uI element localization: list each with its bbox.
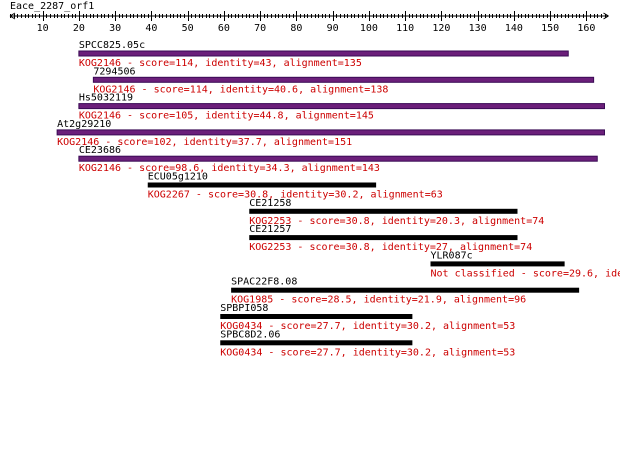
hit-detail-link[interactable]: KOG2146 - score=105, identity=44.8, alig…	[79, 111, 374, 122]
hit-name[interactable]: 7294506	[93, 66, 135, 77]
hit-name[interactable]: SPCC825.05c	[79, 40, 145, 51]
hit-name[interactable]: CE23686	[79, 145, 121, 156]
hit-detail-link[interactable]: KOG2253 - score=30.8, identity=20.3, ali…	[249, 216, 544, 227]
hit-list: SPCC825.05c KOG2146 - score=114, identity…	[56, 40, 620, 358]
hit-row[interactable]: YLR087c Not classified - score=29.6, iden…	[430, 250, 620, 279]
hit-detail-link[interactable]: KOG2146 - score=98.6, identity=34.3, ali…	[79, 163, 380, 174]
hit-name[interactable]: At2g29210	[57, 119, 111, 130]
alignment-bar[interactable]	[56, 129, 605, 136]
alignment-bar[interactable]	[78, 103, 605, 110]
ruler-tick-label: 130	[469, 23, 487, 34]
hit-row[interactable]: ECU05g1210 KOG2267 - score=30.8, identity…	[147, 172, 443, 201]
ruler-tick-label: 60	[218, 23, 230, 34]
hit-row[interactable]: Hs5032119 KOG2146 - score=105, identity=4…	[78, 93, 605, 122]
hit-detail-link[interactable]: Not classified - score=29.6, identity=34…	[431, 268, 620, 279]
hit-name[interactable]: SPBPI058	[220, 303, 268, 314]
hit-detail-link[interactable]: KOG2146 - score=102, identity=37.7, alig…	[57, 137, 352, 148]
hit-name[interactable]: CE21258	[249, 198, 291, 209]
hit-name[interactable]: YLR087c	[431, 250, 473, 261]
ruler-tick-label: 110	[396, 23, 414, 34]
ruler-tick-label: 150	[541, 23, 559, 34]
ruler-tick-label: 40	[145, 23, 157, 34]
hit-row[interactable]: SPBPI058 KOG0434 - score=27.7, identity=3…	[220, 303, 515, 332]
alignment-bar[interactable]	[92, 76, 595, 83]
alignment-bar[interactable]	[147, 182, 377, 188]
alignment-bar[interactable]	[249, 208, 518, 214]
hit-detail-link[interactable]: KOG2146 - score=114, identity=40.6, alig…	[93, 84, 388, 95]
ruler-tick-label: 70	[254, 23, 266, 34]
hit-detail-link[interactable]: KOG2146 - score=114, identity=43, alignm…	[79, 58, 362, 69]
hit-row[interactable]: CE21257 KOG2253 - score=30.8, identity=27…	[249, 224, 532, 253]
ruler-tick-label: 20	[73, 23, 85, 34]
ruler-tick-label: 120	[432, 23, 450, 34]
ruler-tick-label: 80	[290, 23, 302, 34]
ruler-tick-label: 90	[327, 23, 339, 34]
hit-row[interactable]: At2g29210 KOG2146 - score=102, identity=3…	[56, 119, 605, 148]
hit-name[interactable]: Hs5032119	[79, 93, 133, 104]
hit-detail-link[interactable]: KOG1985 - score=28.5, identity=21.9, ali…	[231, 295, 526, 306]
alignment-bar[interactable]	[78, 50, 569, 57]
hit-row[interactable]: 7294506 KOG2146 - score=114, identity=40.…	[92, 66, 595, 95]
query-title: Eace_2287_orf1	[10, 1, 94, 12]
hit-row[interactable]: CE21258 KOG2253 - score=30.8, identity=20…	[249, 198, 544, 227]
hit-name[interactable]: CE21257	[249, 224, 291, 235]
ruler-tick-label: 10	[37, 23, 49, 34]
hit-row[interactable]: SPCC825.05c KOG2146 - score=114, identity…	[78, 40, 569, 69]
alignment-bar[interactable]	[220, 340, 413, 346]
ruler-tick-label: 100	[360, 23, 378, 34]
alignment-bar[interactable]	[249, 235, 518, 241]
ruler-tick-label: 160	[577, 23, 595, 34]
hit-detail-link[interactable]: KOG2253 - score=30.8, identity=27, align…	[249, 242, 532, 253]
hit-row[interactable]: CE23686 KOG2146 - score=98.6, identity=34…	[78, 145, 598, 174]
hit-detail-link[interactable]: KOG2267 - score=30.8, identity=30.2, ali…	[148, 190, 443, 201]
alignment-bar[interactable]	[220, 314, 413, 319]
ruler-tick-label: 30	[109, 23, 121, 34]
hit-detail-link[interactable]: KOG0434 - score=27.7, identity=30.2, ali…	[220, 321, 515, 332]
hit-name[interactable]: SPBC8D2.06	[220, 329, 280, 340]
hit-name[interactable]: SPAC22F8.08	[231, 277, 297, 288]
alignment-bar[interactable]	[78, 155, 598, 162]
hit-detail-link[interactable]: KOG0434 - score=27.7, identity=30.2, ali…	[220, 347, 515, 358]
hit-row[interactable]: SPBC8D2.06 KOG0434 - score=27.7, identity…	[220, 329, 515, 358]
alignment-bar[interactable]	[430, 261, 565, 267]
ruler-tick-label: 140	[505, 23, 523, 34]
alignment-bar[interactable]	[231, 287, 580, 293]
ruler-tick-label: 50	[182, 23, 194, 34]
position-ruler: 10 20 30 40 50 60 70 80 90 100 110 120 130 140 150 160	[9, 11, 609, 34]
hit-row[interactable]: SPAC22F8.08 KOG1985 - score=28.5, identit…	[231, 277, 580, 306]
hit-name[interactable]: ECU05g1210	[148, 172, 208, 183]
